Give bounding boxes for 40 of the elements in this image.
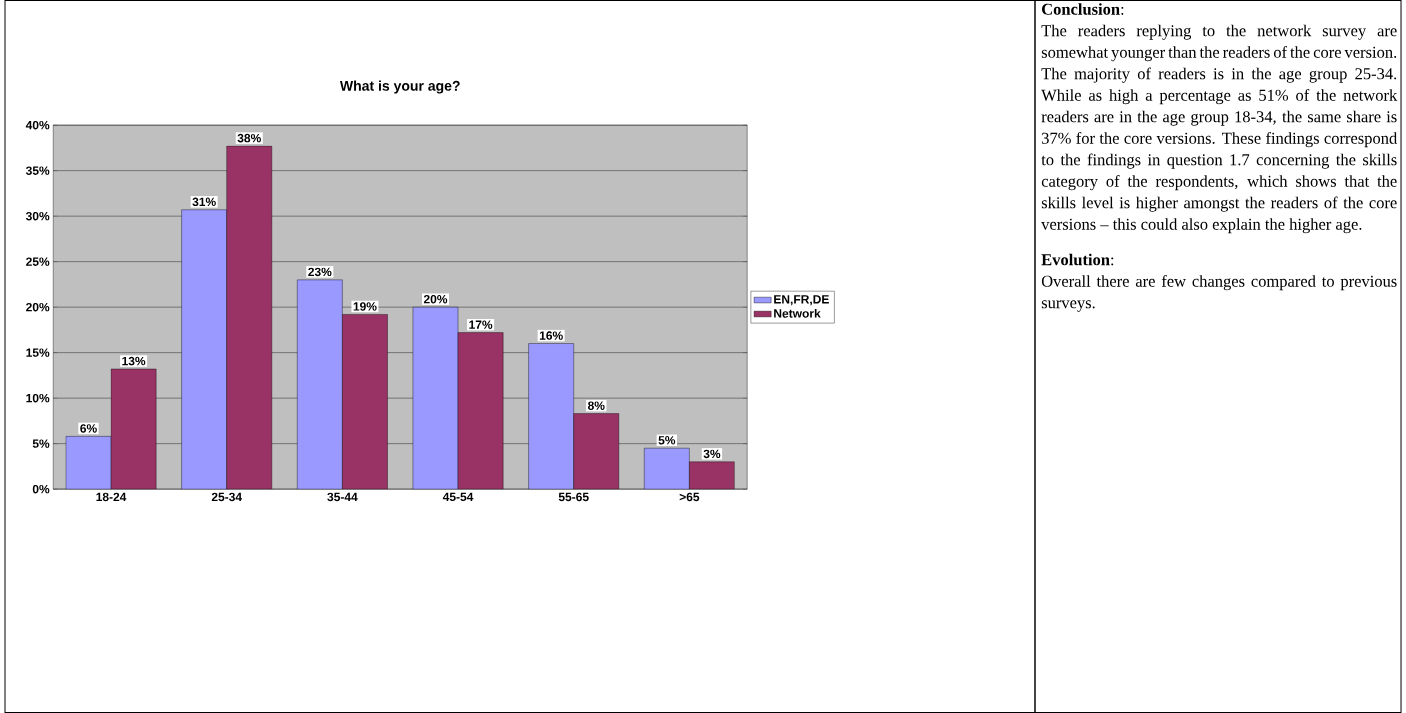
y-tick-label: 20% bbox=[26, 302, 50, 312]
legend-label: Network bbox=[774, 308, 821, 318]
x-tick-label: 18-24 bbox=[96, 492, 127, 502]
bar bbox=[644, 447, 690, 490]
data-label: 8% bbox=[587, 401, 605, 410]
data-label: 19% bbox=[353, 302, 377, 311]
x-tick-label: 25-34 bbox=[211, 492, 242, 502]
data-label: 6% bbox=[80, 424, 97, 433]
bar bbox=[181, 209, 227, 490]
bar bbox=[65, 436, 112, 490]
y-tick-label: 40% bbox=[25, 120, 50, 130]
x-tick-label: 55-65 bbox=[558, 492, 589, 502]
y-tick-label: 25% bbox=[26, 257, 50, 266]
y-tick-label: 30% bbox=[25, 211, 50, 221]
y-tick-label: 35% bbox=[25, 166, 50, 175]
bar bbox=[297, 279, 343, 490]
data-label: 13% bbox=[122, 356, 146, 366]
bar bbox=[528, 343, 574, 490]
data-label: 5% bbox=[658, 436, 676, 445]
x-tick-label: 35-44 bbox=[327, 492, 358, 502]
text: The readers replying to the network survey are somewhat younger than the readers of the core version. The majority of readers is in the age group 25-34. While as high a percentage as 51% of the network readers are in the age group 18-34, the same share is 37% for the core versions. These findings correspond to the findings in question 1.7 concerning the skills category of the respondents, which shows that the skills level is higher amongst the readers of the core versions – this could also explain the higher age. bbox=[1041, 24, 1398, 234]
data-label: 31% bbox=[192, 197, 216, 207]
data-label: 38% bbox=[237, 133, 261, 143]
legend-label: EN,FR,DE bbox=[774, 295, 829, 306]
y-tick-label: 0% bbox=[32, 484, 50, 494]
y-tick-label: 10% bbox=[26, 393, 50, 403]
data-label: 16% bbox=[539, 331, 563, 340]
y-tick-label: 15% bbox=[26, 348, 50, 357]
bar bbox=[412, 306, 459, 490]
text: Conclusion: bbox=[1042, 3, 1124, 15]
text: Evolution: bbox=[1041, 253, 1114, 266]
data-label: 3% bbox=[703, 449, 721, 459]
x-tick-label: 45-54 bbox=[442, 492, 474, 502]
data-label: 23% bbox=[308, 267, 332, 277]
y-tick-label: 5% bbox=[32, 439, 50, 448]
data-label: 20% bbox=[423, 294, 448, 304]
data-label: 17% bbox=[469, 320, 493, 329]
text: Overall there are few changes compared to previous surveys. bbox=[1041, 275, 1397, 312]
chart-title: What is your age? bbox=[339, 80, 460, 94]
x-tick-label: >65 bbox=[679, 492, 700, 502]
